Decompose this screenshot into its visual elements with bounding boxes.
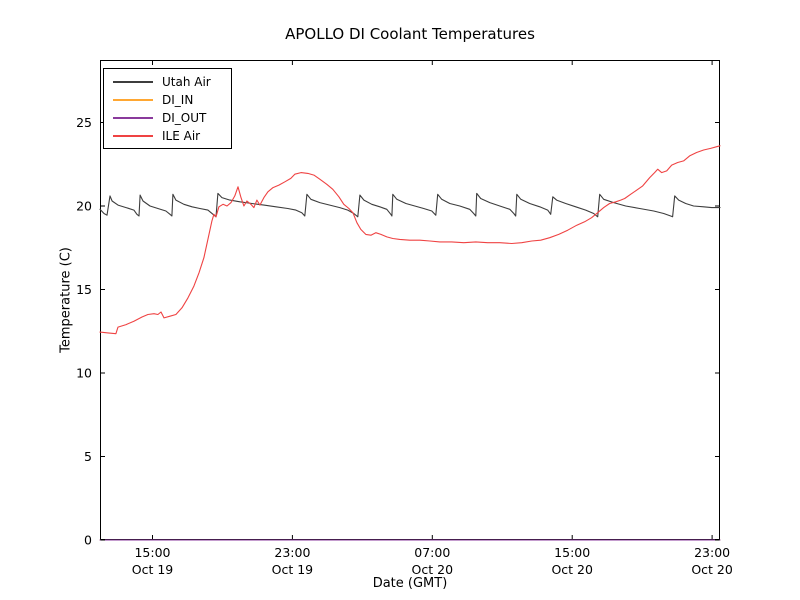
x-tick-time-label: 07:00 bbox=[414, 545, 450, 560]
y-tick-label: 0 bbox=[84, 532, 92, 547]
legend-label-di-out: DI_OUT bbox=[162, 111, 207, 125]
y-tick-label: 10 bbox=[76, 365, 92, 380]
legend-item-di-out: DI_OUT bbox=[104, 109, 231, 127]
y-tick-label: 15 bbox=[76, 282, 92, 297]
x-tick-date-label: Oct 19 bbox=[132, 562, 174, 577]
y-tick-label: 5 bbox=[84, 449, 92, 464]
legend-line-sample-ile-air bbox=[113, 135, 153, 137]
x-tick-time-label: 15:00 bbox=[134, 545, 170, 560]
chart-title: APOLLO DI Coolant Temperatures bbox=[285, 25, 535, 43]
x-tick-time-label: 15:00 bbox=[554, 545, 590, 560]
legend-line-sample-utah-air bbox=[113, 81, 153, 83]
x-tick-date-label: Oct 19 bbox=[272, 562, 314, 577]
legend-label-utah-air: Utah Air bbox=[162, 75, 211, 89]
x-axis-label: Date (GMT) bbox=[372, 576, 448, 591]
legend-item-ile-air: ILE Air bbox=[104, 127, 231, 145]
x-tick-time-label: 23:00 bbox=[274, 545, 310, 560]
x-tick-date-label: Oct 20 bbox=[691, 562, 733, 577]
legend-label-di-in: DI_IN bbox=[162, 93, 194, 107]
legend-line-sample-di-in bbox=[113, 99, 153, 101]
y-tick-label: 20 bbox=[76, 198, 92, 213]
y-tick-label: 25 bbox=[76, 115, 92, 130]
legend-item-utah-air: Utah Air bbox=[104, 73, 231, 91]
series-line-ile-air bbox=[99, 145, 721, 335]
legend: Utah Air DI_IN DI_OUT ILE Air bbox=[103, 68, 232, 149]
legend-label-ile-air: ILE Air bbox=[162, 129, 201, 143]
legend-line-sample-di-out bbox=[113, 117, 153, 119]
x-tick-date-label: Oct 20 bbox=[551, 562, 593, 577]
x-tick-date-label: Oct 20 bbox=[412, 562, 454, 577]
legend-item-di-in: DI_IN bbox=[104, 91, 231, 109]
x-tick-time-label: 23:00 bbox=[694, 545, 730, 560]
